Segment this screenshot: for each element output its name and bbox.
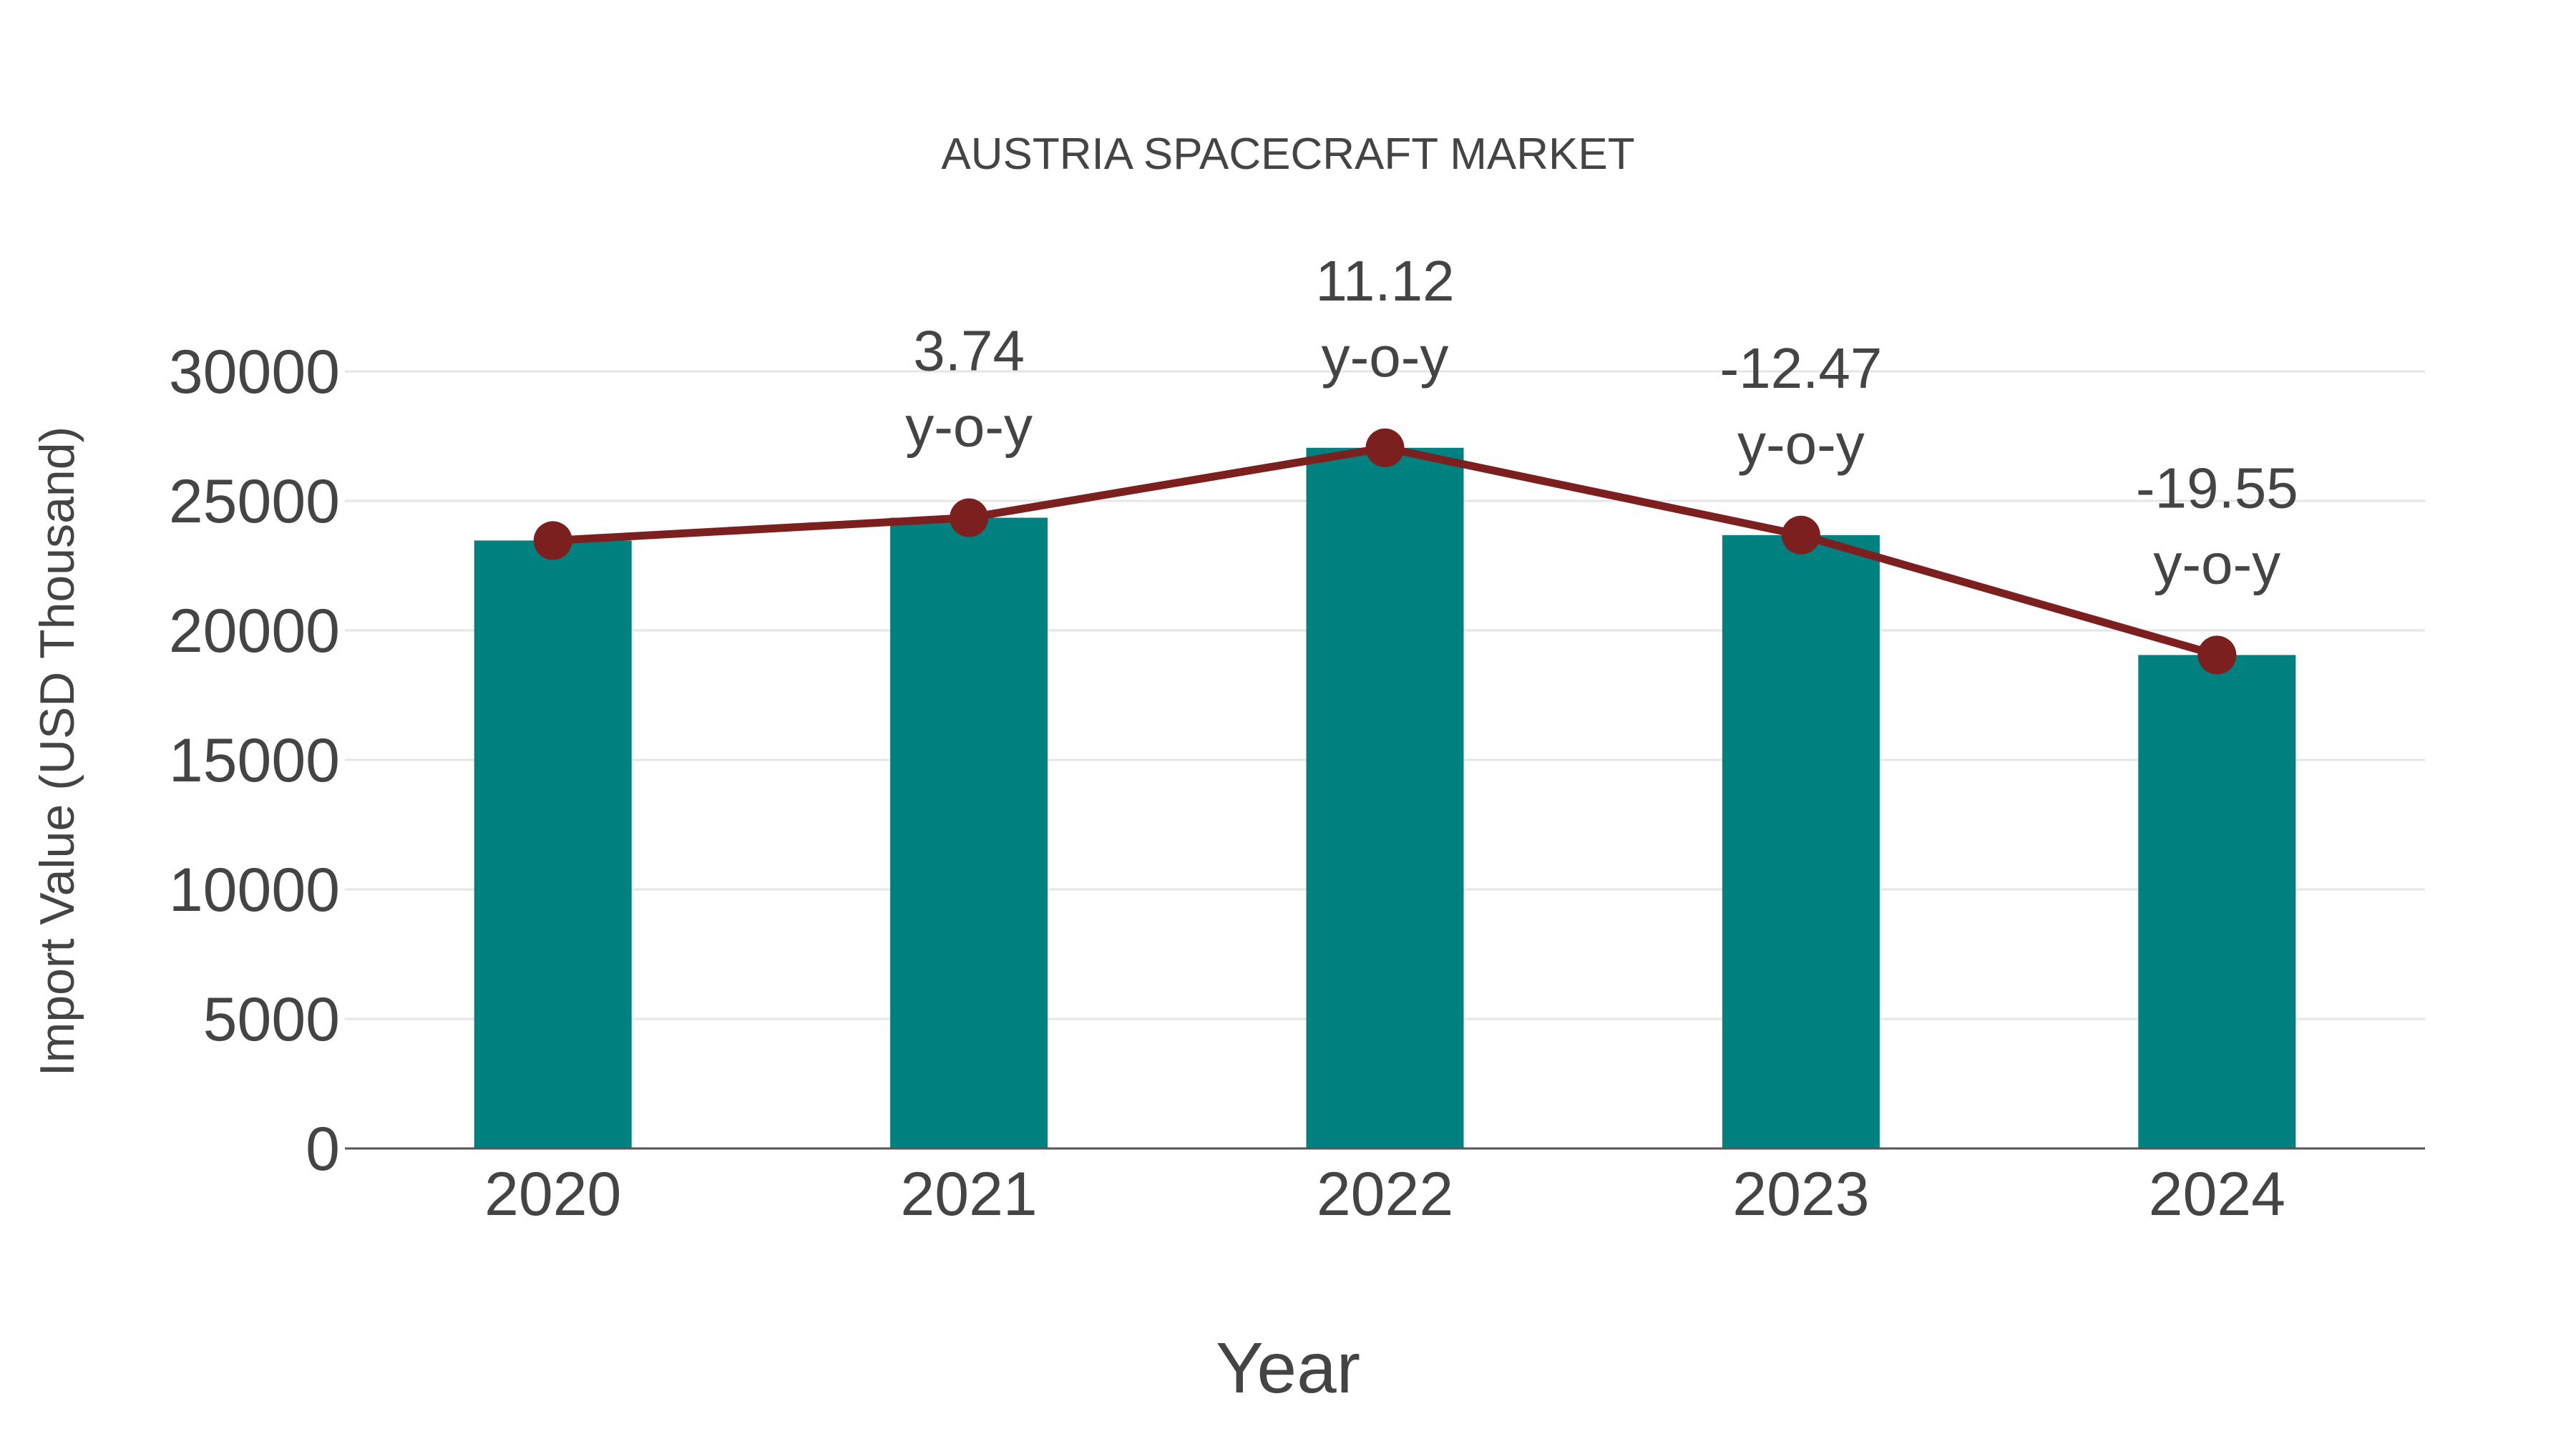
data-point-marker [1365, 428, 1405, 467]
bar-series [474, 447, 2296, 1148]
bar-2021 [890, 517, 1048, 1148]
y-tick-label: 15000 [169, 726, 340, 795]
data-point-marker [950, 498, 989, 537]
bar-2023 [1722, 535, 1880, 1148]
y-tick-label: 25000 [169, 467, 340, 536]
bar-2024 [2138, 655, 2296, 1148]
chart-title: AUSTRIA SPACECRAFT MARKET [941, 130, 1635, 179]
x-tick-label: 2020 [484, 1160, 621, 1229]
yoy-value: -19.55 [2136, 456, 2298, 519]
yoy-label: y-o-y [905, 395, 1033, 459]
yoy-label: y-o-y [1322, 325, 1449, 389]
data-point-marker [533, 521, 572, 560]
x-tick-label: 2022 [1317, 1160, 1453, 1229]
data-point-marker [2197, 635, 2237, 675]
x-tick-label: 2024 [2149, 1160, 2285, 1229]
yoy-value: -12.47 [1719, 336, 1882, 400]
x-axis-title: Year [1215, 1328, 1361, 1408]
x-axis-ticks: 2020 2021 2022 2023 2024 [484, 1160, 2285, 1229]
bar-2020 [474, 540, 632, 1148]
yoy-label: y-o-y [1737, 412, 1865, 476]
y-tick-label: 5000 [203, 985, 340, 1054]
x-tick-label: 2021 [900, 1160, 1037, 1229]
y-tick-label: 30000 [169, 338, 340, 406]
yoy-value: 3.74 [913, 319, 1025, 383]
y-tick-label: 10000 [169, 856, 340, 924]
yoy-annotations: 3.74 y-o-y 11.12 y-o-y -12.47 y-o-y -19.55 y-o-… [905, 249, 2298, 596]
y-tick-label: 0 [306, 1115, 340, 1184]
line-series [533, 428, 2237, 675]
yoy-value: 11.12 [1315, 249, 1454, 313]
yoy-label: y-o-y [2153, 532, 2280, 595]
data-point-marker [1781, 515, 1820, 555]
bar-2022 [1306, 447, 1464, 1148]
y-axis-ticks: 0 5000 10000 15000 20000 25000 30000 [169, 338, 340, 1184]
y-tick-label: 20000 [169, 597, 340, 665]
x-tick-label: 2023 [1732, 1160, 1869, 1229]
